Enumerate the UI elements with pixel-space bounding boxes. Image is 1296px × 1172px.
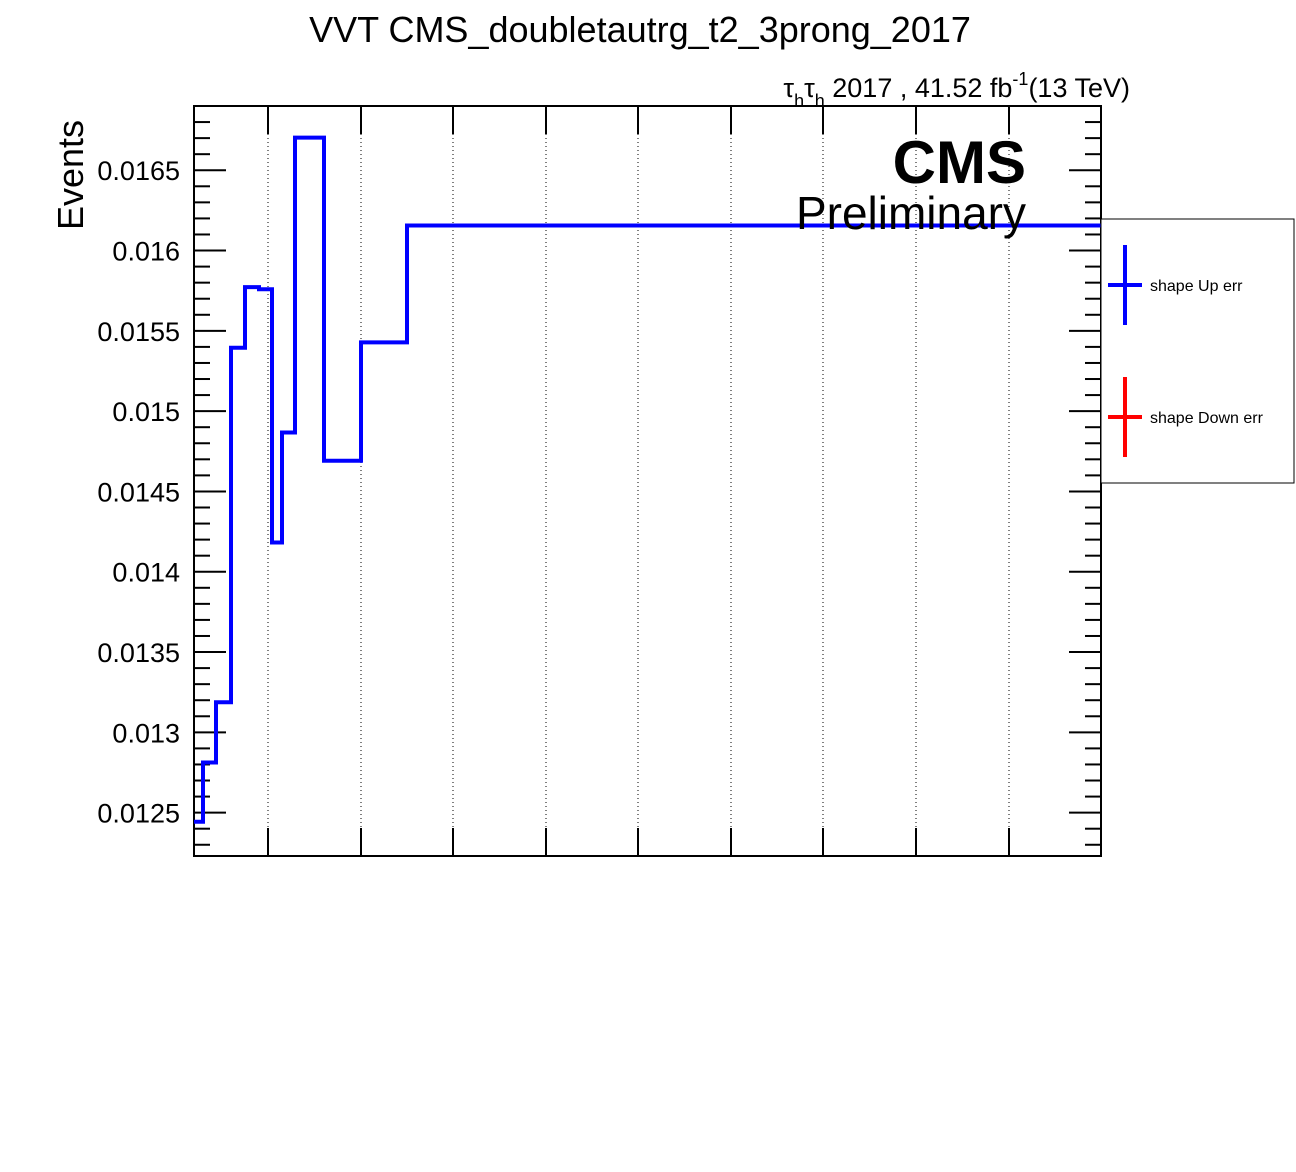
y-tick-label: 0.015 <box>112 397 180 427</box>
lumi-label: τhτh 2017 , 41.52 fb-1(13 TeV) <box>783 69 1130 111</box>
legend-label-shape-down: shape Down err <box>1150 410 1264 427</box>
cross-marker-icon <box>1108 377 1142 457</box>
y-tick-labels: 0.0125 0.013 0.0135 0.014 0.0145 0.015 0.0155 0… <box>97 156 180 828</box>
lumi-sub-1: h <box>794 91 804 111</box>
chart-title: VVT CMS_doubletautrg_t2_3prong_2017 <box>309 9 971 50</box>
cms-label: CMS <box>893 129 1026 196</box>
cross-marker-icon <box>1108 245 1142 325</box>
y-tick-label: 0.0165 <box>97 156 180 186</box>
lumi-sub-2: h <box>815 91 825 111</box>
cms-preliminary-label: Preliminary <box>796 187 1026 239</box>
series-line-shape-up <box>194 135 1101 824</box>
y-axis-label: Events <box>50 120 91 230</box>
legend-label-shape-up: shape Up err <box>1150 278 1243 295</box>
lumi-energy: (13 TeV) <box>1028 73 1130 103</box>
lumi-tau-1: τ <box>783 73 794 103</box>
x-grid <box>267 106 1010 856</box>
y-tick-label: 0.014 <box>112 558 180 588</box>
legend-entry-shape-up: shape Up err <box>1108 245 1243 325</box>
y-tick-label: 0.0135 <box>97 638 180 668</box>
axis-ticks <box>194 105 1101 856</box>
y-tick-label: 0.013 <box>112 718 180 748</box>
lumi-year: 2017 , 41.52 fb <box>825 73 1013 103</box>
lumi-exponent: -1 <box>1012 69 1028 89</box>
y-tick-label: 0.016 <box>112 237 180 267</box>
legend: shape Up err shape Down err <box>1100 218 1295 484</box>
legend-entry-shape-down: shape Down err <box>1108 377 1264 457</box>
y-tick-label: 0.0145 <box>97 477 180 507</box>
lumi-tau-2: τ <box>804 73 815 103</box>
legend-box <box>1100 218 1295 484</box>
y-tick-label: 0.0155 <box>97 317 180 347</box>
y-tick-label: 0.0125 <box>97 799 180 829</box>
